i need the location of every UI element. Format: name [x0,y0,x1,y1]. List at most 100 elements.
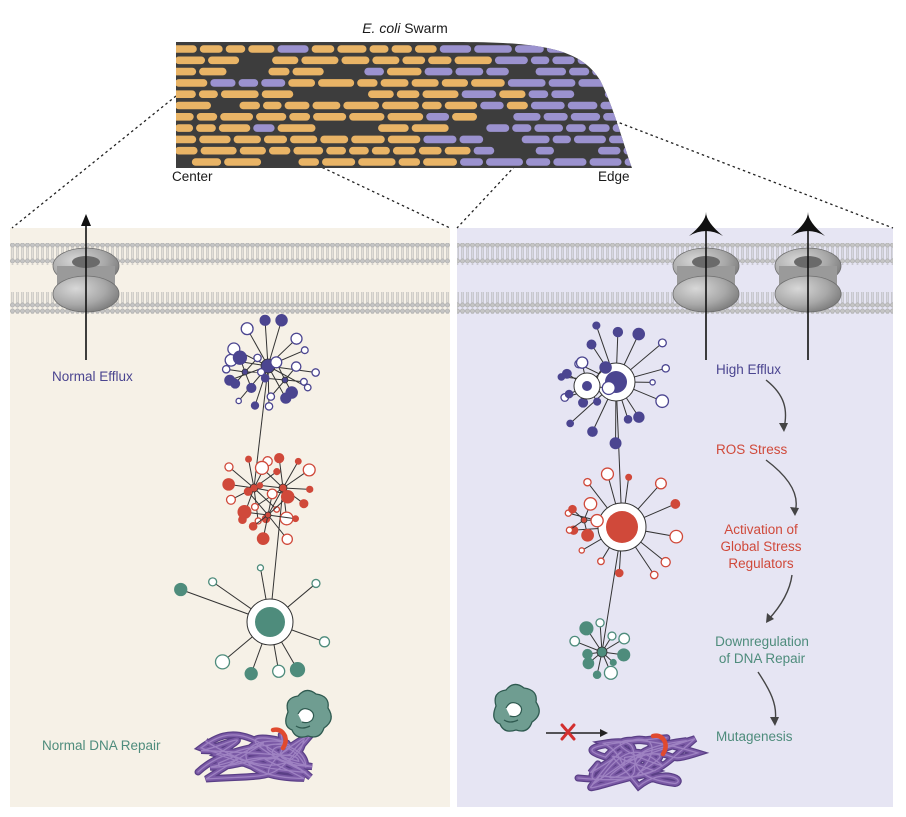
swarm-cell [364,67,384,76]
regulatory-network-node [260,356,308,401]
regulatory-network-node [565,497,604,542]
swarm-colony [176,42,632,168]
swarm-cell [530,101,565,110]
swarm-cell [486,158,524,166]
swarm-cell [610,79,632,87]
swarm-cell [386,67,422,76]
left-panel [10,228,450,807]
swarm-cell [199,67,227,76]
swarm-cell [444,146,471,155]
swarm-cell [372,56,400,65]
swarm-cell [422,90,459,98]
swarm-cell [612,124,632,132]
swarm-cell [480,101,504,110]
swarm-cell [256,113,287,121]
swarm-title: E. coli Swarm [310,20,500,36]
pathway-step: Mutagenesis [716,728,793,745]
edge-label: Edge [598,169,630,184]
swarm-cell [210,79,236,87]
swarm-cell [486,67,509,76]
swarm-cell [199,135,231,144]
swarm-cell [455,67,484,76]
swarm-cell [548,79,576,87]
efflux-pump-icon [52,214,120,360]
swarm-cell [380,79,409,87]
swarm-cell [239,101,261,110]
swarm-cell [553,158,587,166]
swarm-cell [288,79,316,87]
swarm-cell [318,79,355,87]
efflux-pump-icon [774,212,842,360]
swarm-cell [402,56,426,65]
pathway-step-line: High Efflux [716,362,782,377]
swarm-cell [567,101,598,110]
swarm-cell [268,146,291,155]
swarm-cell [444,101,478,110]
swarm-cell [535,67,567,76]
swarm-cell [176,67,197,76]
swarm-cell [583,45,603,53]
normal-dna-repair-label: Normal DNA Repair [42,738,161,753]
swarm-title-rest: Swarm [400,20,448,36]
swarm-cell [369,45,389,53]
swarm-cell [284,101,310,110]
membrane-left [10,243,450,314]
swarm-cell [424,67,453,76]
swarm-cell [313,113,347,121]
swarm-cell [387,135,421,144]
swarm-cell [414,45,437,53]
swarm-cell [499,90,526,98]
swarm-cell [494,56,528,65]
swarm-cell [322,158,356,166]
swarm-cell [506,101,528,110]
swarm-cell [623,146,632,155]
swarm-cell [577,56,611,65]
swarm-cell [196,124,216,132]
swarm-cell [600,101,632,110]
swarm-cell [604,90,632,99]
pathway-step: Activation of Global Stress Regulators [706,521,816,572]
swarm-cell [551,90,575,98]
swarm-cell [398,158,421,166]
swarm-cell [624,158,632,166]
swarm-cell [603,113,632,121]
swarm-cell [428,56,452,65]
pathway-step-line: Downregulation [715,634,809,649]
pathway-arrowheads [766,423,799,726]
swarm-cell [418,146,442,155]
swarm-cell [589,158,622,166]
normal-efflux-label: Normal Efflux [52,369,133,384]
swarm-cell [298,158,320,166]
swarm-cell [570,113,601,121]
swarm-cell [512,124,532,132]
swarm-cell [521,135,550,144]
swarm-cell [176,124,194,132]
swarm-cell [176,79,208,87]
swarm-cell [426,113,450,121]
swarm-cell [263,135,288,144]
swarm-cell [578,79,608,87]
swarm-cell [238,79,259,87]
swarm-cell [301,56,339,65]
swarm-cell [371,146,390,155]
swarm-cell [613,67,632,76]
swarm-cell [277,45,309,53]
swarm-cell [452,113,478,121]
swarm-cell [218,124,251,132]
swarm-cell [290,135,318,144]
swarm-cell [473,146,495,155]
swarm-cell [608,135,632,144]
swarm-cell [358,158,396,166]
regulatory-network-node [561,356,616,408]
network-link [615,379,623,528]
swarm-cell [220,113,254,121]
swarm-cell [507,79,546,87]
regulatory-network-node [564,467,684,580]
swarm-cell [351,135,385,144]
swarm-cell [292,67,324,76]
pathway-step-line: of DNA Repair [718,651,806,666]
dna-coil-icon [193,727,315,783]
swarm-cell [272,56,299,65]
swarm-cell [528,90,549,98]
swarm-cell [461,90,497,98]
